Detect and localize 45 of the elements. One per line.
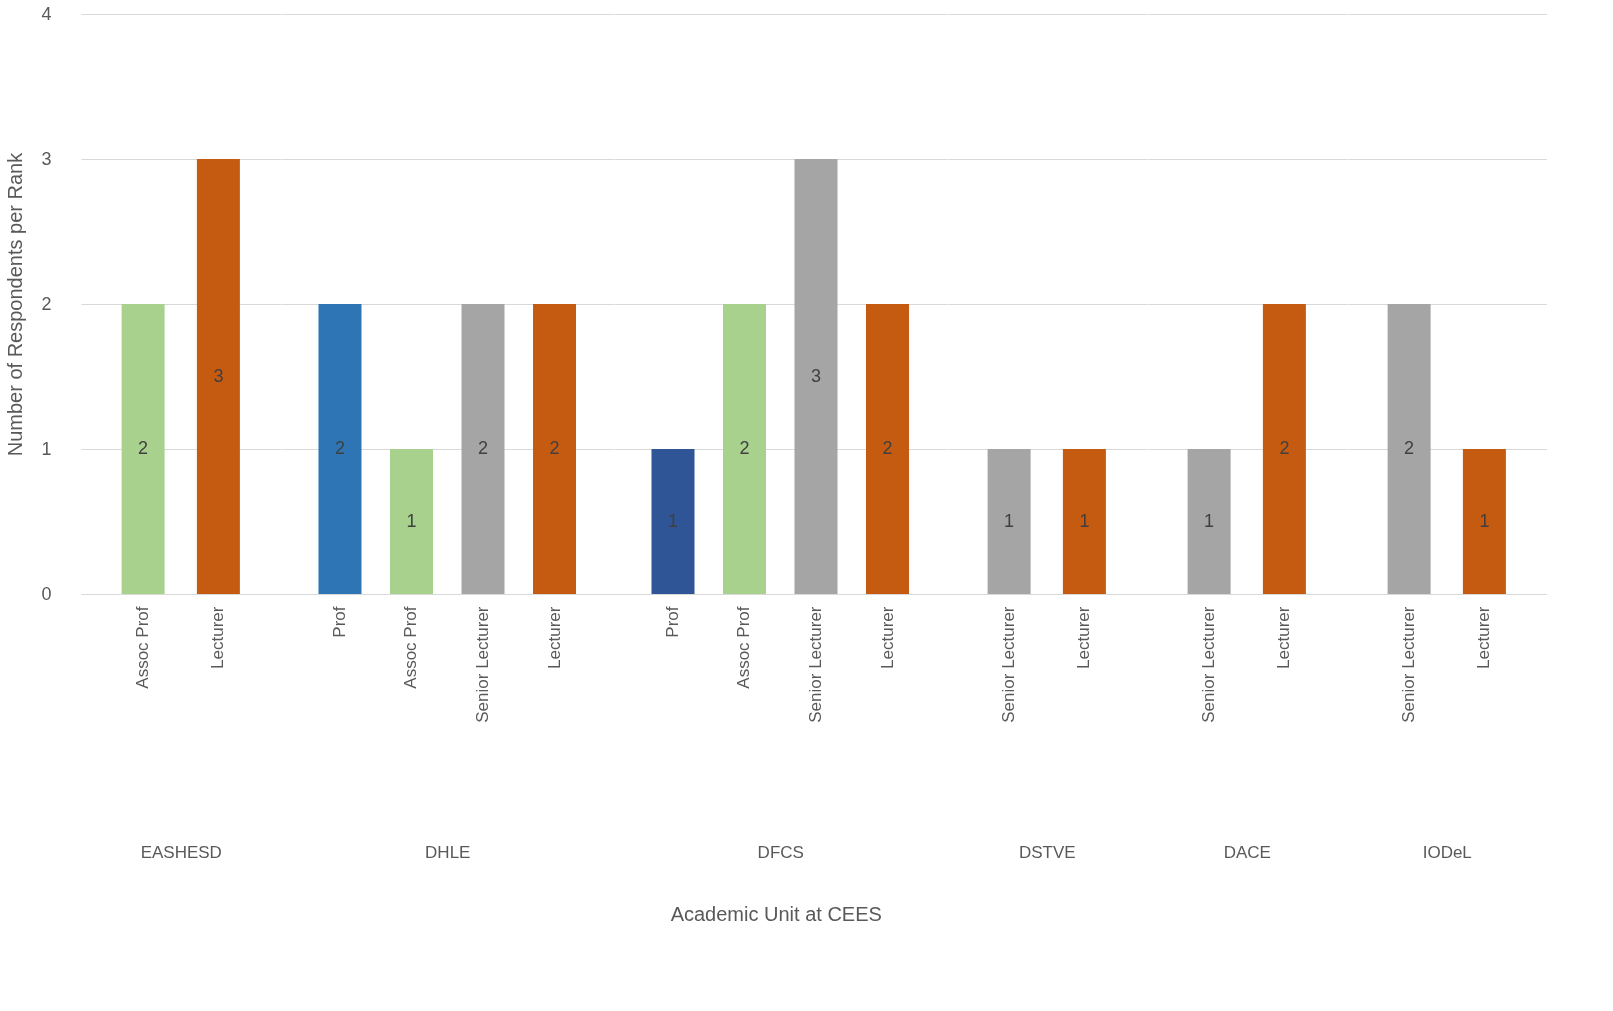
data-label: 1 <box>1079 510 1090 531</box>
x-axis-title: DHLE <box>425 842 471 862</box>
y-tick-label: 2 <box>41 293 52 314</box>
data-label: 2 <box>477 438 489 458</box>
x-tick-label: Lecturer <box>877 606 897 669</box>
x-tick-label: Assoc Prof <box>133 606 153 689</box>
x-axis-title: DSTVE <box>1018 842 1076 862</box>
x-tick-label: Assoc Prof <box>401 606 421 689</box>
text: Academic Unit at CEES <box>670 903 882 925</box>
data-label: 3 <box>810 365 822 386</box>
y-axis-title: Number of Respondents per Rank <box>4 151 27 457</box>
x-axis-title: EASHESD <box>140 842 222 862</box>
y-tick-label: 1 <box>41 438 52 459</box>
data-label: 2 <box>1279 438 1290 458</box>
x-tick-label: Senior Lecturer <box>1199 606 1219 723</box>
data-label: 1 <box>667 510 678 531</box>
data-label: 1 <box>1204 510 1215 531</box>
data-label: 2 <box>1404 438 1415 458</box>
data-label: 2 <box>882 438 893 458</box>
x-tick-label: Senior Lecturer <box>999 606 1019 723</box>
x-axis-title: IODeL <box>1422 842 1472 862</box>
data-label: 2 <box>334 438 345 458</box>
x-tick-label: Lecturer <box>1074 606 1094 669</box>
x-tick-label: Assoc Prof <box>734 606 754 689</box>
x-tick-label: Lecturer <box>544 606 564 669</box>
y-tick-label: 3 <box>41 148 52 169</box>
x-axis-title: DACE <box>1223 842 1271 862</box>
y-tick-label: 0 <box>41 583 52 604</box>
data-label: 2 <box>549 438 560 458</box>
x-tick-label: Lecturer <box>1274 606 1294 669</box>
data-label: 2 <box>138 438 149 458</box>
y-tick-label: 4 <box>41 3 52 24</box>
data-label: 1 <box>406 510 417 531</box>
x-tick-label: Senior Lecturer <box>473 606 492 723</box>
data-label: 2 <box>739 438 750 458</box>
data-label: 3 <box>213 365 224 386</box>
x-axis-title: DFCS <box>757 842 804 862</box>
x-tick-label: Lecturer <box>1474 606 1494 669</box>
x-tick-label: Prof <box>662 606 682 638</box>
x-tick-label: Prof <box>329 606 349 638</box>
data-label: 1 <box>1004 510 1015 531</box>
x-tick-label: Lecturer <box>208 606 228 669</box>
x-tick-label: Senior Lecturer <box>806 606 825 723</box>
data-label: 1 <box>1479 510 1490 531</box>
x-tick-label: Senior Lecturer <box>1399 606 1419 723</box>
